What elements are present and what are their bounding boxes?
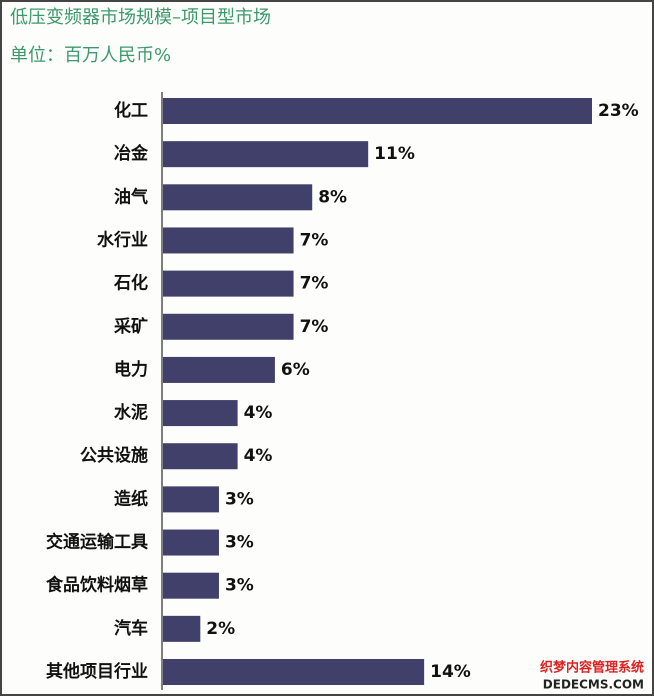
y-tick-label: 汽车	[114, 618, 148, 639]
bar	[163, 356, 275, 383]
bar	[163, 572, 219, 599]
value-label: 7%	[300, 230, 329, 250]
value-label: 7%	[300, 317, 329, 337]
y-tick-label: 其他项目行业	[46, 661, 148, 682]
y-tick-label: 食品饮料烟草	[46, 575, 148, 596]
y-tick-label: 油气	[114, 186, 148, 207]
y-tick-label: 石化	[113, 273, 148, 294]
bar	[163, 529, 219, 556]
y-tick-label: 水泥	[114, 402, 148, 423]
bar	[163, 270, 294, 297]
bar	[163, 184, 313, 211]
value-label: 6%	[281, 360, 310, 380]
value-label: 3%	[225, 489, 254, 509]
value-label: 4%	[244, 446, 273, 466]
bar	[163, 486, 219, 513]
value-label: 8%	[318, 187, 347, 207]
bar	[163, 615, 201, 642]
bar	[163, 227, 294, 254]
bar	[163, 98, 592, 124]
bar	[163, 443, 238, 470]
watermark: DEDECMS.COM	[543, 678, 644, 692]
chart-title: 低压变频器市场规模–项目型市场	[10, 7, 271, 28]
chart-subtitle: 单位：百万人民币%	[10, 45, 171, 66]
watermark: 织梦内容管理系统	[540, 660, 644, 676]
y-tick-label: 电力	[114, 359, 148, 380]
bar	[163, 400, 238, 427]
y-tick-label: 公共设施	[80, 445, 148, 466]
y-tick-label: 造纸	[114, 488, 148, 509]
bar	[163, 141, 369, 168]
value-label: 2%	[206, 619, 235, 639]
value-label: 14%	[430, 662, 471, 682]
y-tick-label: 水行业	[97, 229, 148, 250]
value-label: 3%	[225, 576, 254, 596]
value-label: 7%	[300, 274, 329, 294]
value-label: 3%	[225, 533, 254, 553]
value-label: 11%	[374, 144, 415, 164]
y-tick-label: 冶金	[114, 143, 149, 164]
bar	[163, 313, 294, 340]
bar	[163, 659, 425, 685]
y-tick-label: 采矿	[113, 316, 148, 337]
y-tick-label: 化工	[114, 100, 148, 121]
y-tick-label: 交通运输工具	[46, 532, 148, 553]
value-label: 23%	[598, 101, 639, 121]
value-label: 4%	[244, 403, 273, 423]
